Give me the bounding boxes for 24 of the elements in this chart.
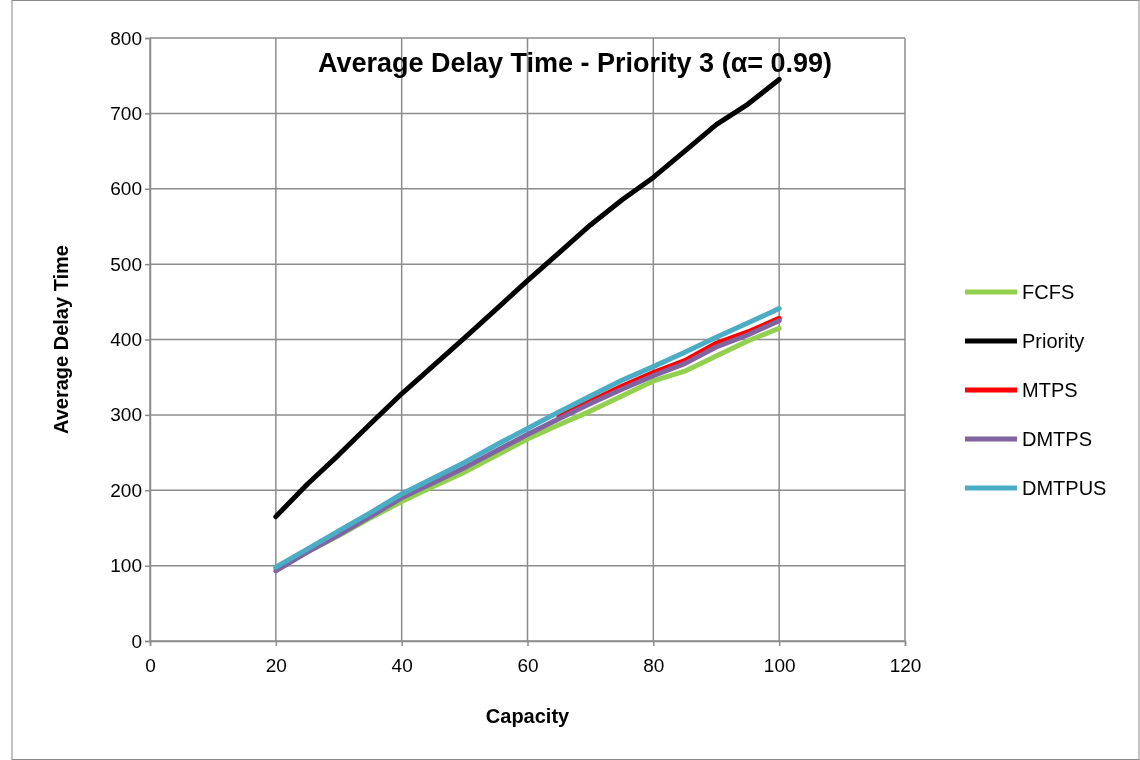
y-tick-label: 300 <box>110 404 142 426</box>
x-tick-label: 20 <box>265 654 287 676</box>
x-tick-label: 100 <box>763 654 796 676</box>
legend-label: DMTPUS <box>1022 477 1107 499</box>
chart-title: Average Delay Time - Priority 3 (α= 0.99) <box>317 48 833 78</box>
legend-label: FCFS <box>1022 281 1075 303</box>
x-tick-label: 40 <box>391 654 413 676</box>
y-tick-label: 0 <box>131 630 142 652</box>
legend-label: MTPS <box>1022 379 1078 401</box>
x-tick-label: 120 <box>889 654 922 676</box>
y-tick-label: 600 <box>110 178 142 200</box>
y-tick-label: 700 <box>110 102 142 124</box>
y-tick-label: 400 <box>110 329 142 351</box>
y-tick-label: 100 <box>110 555 142 577</box>
x-tick-label: 80 <box>643 654 665 676</box>
y-tick-label: 500 <box>110 253 142 275</box>
legend-label: Priority <box>1022 330 1085 352</box>
x-tick-label: 60 <box>517 654 539 676</box>
x-tick-label: 0 <box>145 654 156 676</box>
x-axis-title: Capacity <box>485 705 571 727</box>
y-tick-label: 200 <box>110 479 142 501</box>
legend-label: DMTPS <box>1022 428 1092 450</box>
y-axis-title: Average Delay Time <box>50 245 72 434</box>
y-tick-label: 800 <box>110 27 142 49</box>
